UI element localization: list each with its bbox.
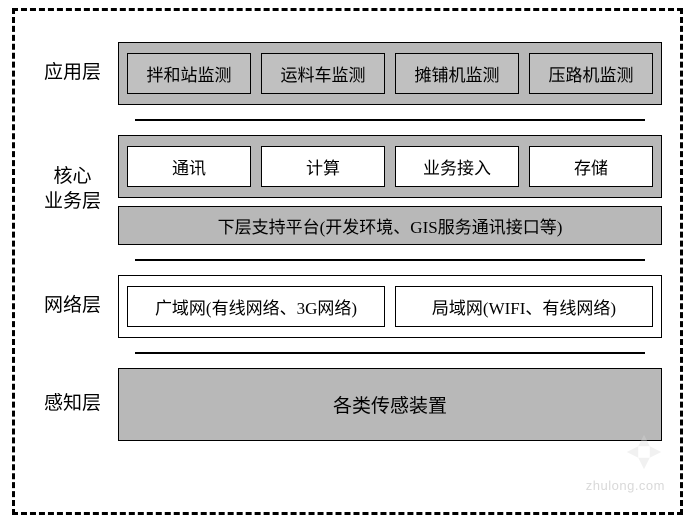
core-row: 通讯 计算 业务接入 存储 [118,135,662,198]
layer-app: 应用层 拌和站监测 运料车监测 摊铺机监测 压路机监测 [25,32,670,115]
layer-sensing: 感知层 各类传感装置 [25,358,670,451]
core-cell-storage: 存储 [529,146,653,187]
core-support-bar: 下层支持平台(开发环境、GIS服务通讯接口等) [118,206,662,245]
app-cell-transport: 运料车监测 [261,53,385,94]
app-cell-mixing: 拌和站监测 [127,53,251,94]
divider-2 [135,259,645,261]
app-cell-paver: 摊铺机监测 [395,53,519,94]
layer-content-network: 广域网(有线网络、3G网络) 局域网(WIFI、有线网络) [118,275,662,338]
divider-1 [135,119,645,121]
core-cell-compute: 计算 [261,146,385,187]
network-cell-wan: 广域网(有线网络、3G网络) [127,286,385,327]
network-cell-lan: 局域网(WIFI、有线网络) [395,286,653,327]
layer-network: 网络层 广域网(有线网络、3G网络) 局域网(WIFI、有线网络) [25,265,670,348]
core-cell-comm: 通讯 [127,146,251,187]
watermark-icon [621,429,667,475]
layer-content-app: 拌和站监测 运料车监测 摊铺机监测 压路机监测 [118,42,662,105]
layer-label-network: 网络层 [33,294,118,319]
layer-content-sensing: 各类传感装置 [118,368,662,441]
layer-label-core: 核心 业务层 [33,165,118,214]
watermark-text: zhulong.com [586,478,665,493]
layer-core: 核心 业务层 通讯 计算 业务接入 存储 下层支持平台(开发环境、GIS服务通讯… [25,125,670,255]
app-cell-roller: 压路机监测 [529,53,653,94]
layer-label-sensing: 感知层 [33,392,118,417]
network-row: 广域网(有线网络、3G网络) 局域网(WIFI、有线网络) [118,275,662,338]
core-cell-access: 业务接入 [395,146,519,187]
layer-stack: 应用层 拌和站监测 运料车监测 摊铺机监测 压路机监测 核心 业务层 通讯 计算… [25,20,670,503]
layer-content-core: 通讯 计算 业务接入 存储 下层支持平台(开发环境、GIS服务通讯接口等) [118,135,662,245]
sensing-bar: 各类传感装置 [118,368,662,441]
app-row: 拌和站监测 运料车监测 摊铺机监测 压路机监测 [118,42,662,105]
divider-3 [135,352,645,354]
layer-label-app: 应用层 [33,61,118,86]
